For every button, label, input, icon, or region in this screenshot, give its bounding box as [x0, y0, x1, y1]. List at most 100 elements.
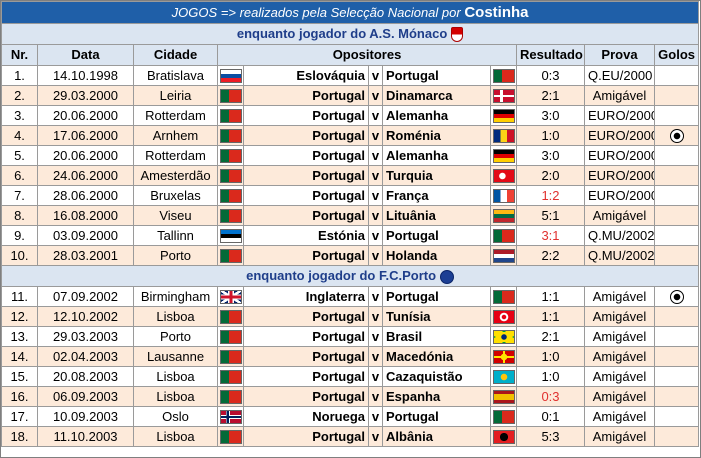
- goals-cell: [653, 145, 700, 166]
- match-result: 1:0: [516, 346, 585, 367]
- home-team: Portugal: [243, 165, 369, 186]
- por-flag-icon: [219, 149, 242, 164]
- away-team: Roménia: [382, 125, 491, 146]
- svk-flag-icon: [219, 69, 242, 84]
- por-flag-icon: [219, 350, 242, 365]
- match-competition: Amigável: [584, 205, 655, 226]
- home-flag-cell: [217, 85, 244, 106]
- gbr-flag-icon: [219, 290, 242, 305]
- match-city: Rotterdam: [133, 105, 218, 126]
- match-date: 20.08.2003: [37, 366, 134, 387]
- match-row: 5. 20.06.2000 Rotterdam Portugal v Alemanha 3:…: [1, 145, 700, 166]
- section-monaco: enquanto jogador do A.S. Mónaco: [0, 23, 700, 45]
- goals-cell: [653, 185, 700, 206]
- header-cidade: Cidade: [133, 44, 218, 66]
- match-city: Amesterdão: [133, 165, 218, 186]
- match-result: 0:1: [516, 406, 585, 427]
- home-team: Portugal: [243, 245, 369, 266]
- away-team: Tunísia: [382, 306, 491, 327]
- goals-cell: [653, 366, 700, 387]
- home-flag-cell: [217, 65, 244, 86]
- match-competition: EURO/2000: [584, 145, 655, 166]
- por-flag-icon: [492, 290, 515, 305]
- home-flag-cell: [217, 326, 244, 347]
- match-number: 10.: [1, 245, 38, 266]
- home-team: Portugal: [243, 326, 369, 347]
- header-prova: Prova: [584, 44, 655, 66]
- match-date: 07.09.2002: [37, 286, 134, 307]
- away-flag-cell: [490, 205, 517, 226]
- away-flag-cell: [490, 386, 517, 407]
- goals-cell: [653, 346, 700, 367]
- por-flag-icon: [492, 69, 515, 84]
- match-row: 7. 28.06.2000 Bruxelas Portugal v França 1:2 EU…: [1, 185, 700, 206]
- header-nr: Nr.: [1, 44, 38, 66]
- home-team: Noruega: [243, 406, 369, 427]
- match-number: 6.: [1, 165, 38, 186]
- rou-flag-icon: [492, 129, 515, 144]
- away-flag-cell: [490, 245, 517, 266]
- home-team: Portugal: [243, 426, 369, 447]
- versus-label: v: [368, 205, 383, 226]
- match-row: 17. 10.09.2003 Oslo Noruega v Portugal 0:1 Amig…: [1, 406, 700, 427]
- away-flag-cell: [490, 65, 517, 86]
- goals-cell: [653, 165, 700, 186]
- match-number: 13.: [1, 326, 38, 347]
- away-team: Portugal: [382, 406, 491, 427]
- match-city: Lisboa: [133, 306, 218, 327]
- mkd-flag-icon: [492, 350, 515, 365]
- header-row: Nr. Data Cidade Opositores Resultado Pro…: [1, 44, 700, 66]
- versus-label: v: [368, 105, 383, 126]
- home-flag-cell: [217, 165, 244, 186]
- match-city: Lisboa: [133, 366, 218, 387]
- alb-flag-icon: [492, 430, 515, 445]
- versus-label: v: [368, 426, 383, 447]
- match-row: 1. 14.10.1998 Bratislava Eslováquia v Portuga…: [1, 65, 700, 86]
- home-team: Portugal: [243, 366, 369, 387]
- match-city: Arnhem: [133, 125, 218, 146]
- match-competition: EURO/2000: [584, 165, 655, 186]
- away-team: Albânia: [382, 426, 491, 447]
- versus-label: v: [368, 326, 383, 347]
- match-date: 24.06.2000: [37, 165, 134, 186]
- versus-label: v: [368, 245, 383, 266]
- home-team: Portugal: [243, 105, 369, 126]
- match-number: 2.: [1, 85, 38, 106]
- home-flag-cell: [217, 245, 244, 266]
- match-date: 29.03.2003: [37, 326, 134, 347]
- match-competition: Amigável: [584, 386, 655, 407]
- match-date: 03.09.2000: [37, 225, 134, 246]
- match-row: 3. 20.06.2000 Rotterdam Portugal v Alemanha 3:…: [1, 105, 700, 126]
- away-team: Holanda: [382, 245, 491, 266]
- home-team: Portugal: [243, 185, 369, 206]
- match-row: 9. 03.09.2000 Tallinn Estónia v Portugal 3:1 Q.…: [1, 225, 700, 246]
- home-flag-cell: [217, 346, 244, 367]
- match-city: Bruxelas: [133, 185, 218, 206]
- goals-cell: [653, 426, 700, 447]
- versus-label: v: [368, 286, 383, 307]
- match-number: 1.: [1, 65, 38, 86]
- versus-label: v: [368, 366, 383, 387]
- match-number: 15.: [1, 366, 38, 387]
- match-city: Tallinn: [133, 225, 218, 246]
- por-flag-icon: [219, 310, 242, 325]
- tur-flag-icon: [492, 169, 515, 184]
- match-number: 8.: [1, 205, 38, 226]
- match-result: 3:0: [516, 145, 585, 166]
- match-result: 5:3: [516, 426, 585, 447]
- away-flag-cell: [490, 346, 517, 367]
- match-competition: EURO/2000: [584, 185, 655, 206]
- match-row: 8. 16.08.2000 Viseu Portugal v Lituânia 5:1 Ami…: [1, 205, 700, 226]
- away-flag-cell: [490, 165, 517, 186]
- goals-cell: [653, 205, 700, 226]
- match-row: 13. 29.03.2003 Porto Portugal v Brasil 2:1 Amig…: [1, 326, 700, 347]
- away-team: França: [382, 185, 491, 206]
- match-result: 3:1: [516, 225, 585, 246]
- versus-label: v: [368, 145, 383, 166]
- match-result: 2:0: [516, 165, 585, 186]
- match-date: 20.06.2000: [37, 105, 134, 126]
- match-city: Bratislava: [133, 65, 218, 86]
- goals-cell: [653, 286, 700, 307]
- ned-flag-icon: [492, 249, 515, 264]
- home-flag-cell: [217, 105, 244, 126]
